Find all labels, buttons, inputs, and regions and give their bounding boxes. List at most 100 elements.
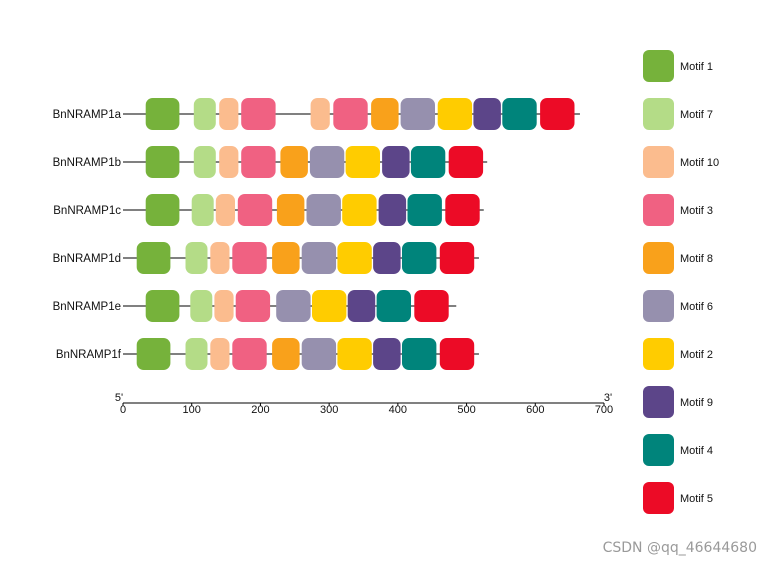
axis-tick-label: 500 [457,404,475,416]
motif-box-motif-7 [190,290,213,322]
position-axis: 0 100 200 300 400 500 600 700 5' 3' [115,392,613,416]
gene-rows: BnNRAMP1a BnNRAMP1b BnNRAMP1c BnNRAMP1d BnNR… [53,98,580,370]
motif-box-motif-3 [241,146,276,178]
axis-tick-label: 200 [251,404,269,416]
motif-box-motif-5 [448,146,484,178]
motif-box-motif-10 [219,98,239,130]
legend-swatch [643,386,674,418]
legend-swatch [643,482,674,514]
gene-label: BnNRAMP1d [53,253,121,265]
gene-label: BnNRAMP1e [53,301,121,313]
axis-tick-label: 400 [389,404,407,416]
motif-box-motif-7 [185,242,208,274]
motif-box-motif-6 [301,242,337,274]
motif-box-motif-4 [402,338,437,370]
legend-item: Motif 8 [643,242,713,274]
legend-label: Motif 3 [680,205,713,217]
motif-box-motif-3 [241,98,276,130]
motif-box-motif-6 [309,146,345,178]
gene-row: BnNRAMP1d [53,242,479,274]
legend-item: Motif 4 [643,434,713,466]
motif-box-motif-4 [402,242,437,274]
legend-label: Motif 5 [680,493,713,505]
motif-box-motif-3 [232,338,267,370]
watermark: CSDN @qq_46644680 [602,540,757,556]
motif-box-motif-9 [378,194,407,226]
motif-box-motif-8 [276,194,305,226]
motif-box-motif-4 [502,98,537,130]
motif-box-motif-2 [337,242,372,274]
motif-box-motif-8 [272,242,300,274]
legend-label: Motif 2 [680,349,713,361]
motif-box-motif-9 [473,98,501,130]
legend-label: Motif 8 [680,253,713,265]
motif-legend: Motif 1 Motif 7 Motif 10 Motif 3 Motif 8 Moti… [643,50,719,514]
motif-box-motif-3 [232,242,267,274]
motif-box-motif-8 [371,98,399,130]
motif-box-motif-9 [347,290,376,322]
axis-start-label: 5' [115,392,123,404]
legend-item: Motif 7 [643,98,713,130]
motif-box-motif-6 [301,338,337,370]
legend-item: Motif 10 [643,146,719,178]
motif-box-motif-1 [136,338,171,370]
motif-box-motif-4 [410,146,446,178]
legend-item: Motif 2 [643,338,713,370]
axis-tick-label: 300 [320,404,338,416]
legend-label: Motif 10 [680,157,719,169]
motif-box-motif-9 [382,146,410,178]
motif-box-motif-6 [306,194,341,226]
legend-swatch [643,146,674,178]
motif-box-motif-2 [337,338,372,370]
motif-box-motif-10 [219,146,239,178]
motif-box-motif-9 [373,338,401,370]
motif-box-motif-7 [193,146,216,178]
legend-item: Motif 3 [643,194,713,226]
legend-swatch [643,338,674,370]
axis-tick-label: 0 [120,404,126,416]
motif-box-motif-2 [437,98,473,130]
gene-label: BnNRAMP1f [56,349,122,361]
motif-box-motif-5 [439,338,475,370]
legend-item: Motif 1 [643,50,713,82]
axis-tick-label: 700 [595,404,613,416]
legend-swatch [643,290,674,322]
motif-box-motif-7 [193,98,216,130]
motif-box-motif-6 [276,290,311,322]
motif-box-motif-5 [540,98,575,130]
gene-row: BnNRAMP1f [56,338,479,370]
motif-box-motif-1 [136,242,171,274]
gene-label: BnNRAMP1c [53,205,121,217]
gene-row: BnNRAMP1e [53,290,457,322]
motif-box-motif-7 [191,194,214,226]
legend-swatch [643,50,674,82]
axis-tick-label: 600 [526,404,544,416]
gene-label: BnNRAMP1a [53,109,122,121]
motif-box-motif-9 [373,242,401,274]
motif-box-motif-10 [215,194,235,226]
motif-box-motif-1 [145,194,180,226]
gene-label: BnNRAMP1b [53,157,121,169]
legend-label: Motif 4 [680,445,713,457]
motif-box-motif-5 [439,242,475,274]
axis-tick-label: 100 [183,404,201,416]
legend-item: Motif 9 [643,386,713,418]
motif-box-motif-4 [407,194,442,226]
motif-box-motif-2 [312,290,347,322]
motif-box-motif-5 [414,290,449,322]
axis-end-label: 3' [604,392,612,404]
motif-box-motif-7 [185,338,208,370]
motif-box-motif-4 [376,290,411,322]
motif-box-motif-10 [210,242,230,274]
motif-box-motif-8 [272,338,300,370]
motif-box-motif-6 [400,98,435,130]
gene-row: BnNRAMP1a [53,98,580,130]
legend-swatch [643,434,674,466]
motif-box-motif-1 [145,146,180,178]
legend-swatch [643,242,674,274]
motif-box-motif-2 [345,146,380,178]
motif-box-motif-2 [342,194,377,226]
legend-item: Motif 6 [643,290,713,322]
legend-label: Motif 6 [680,301,713,313]
